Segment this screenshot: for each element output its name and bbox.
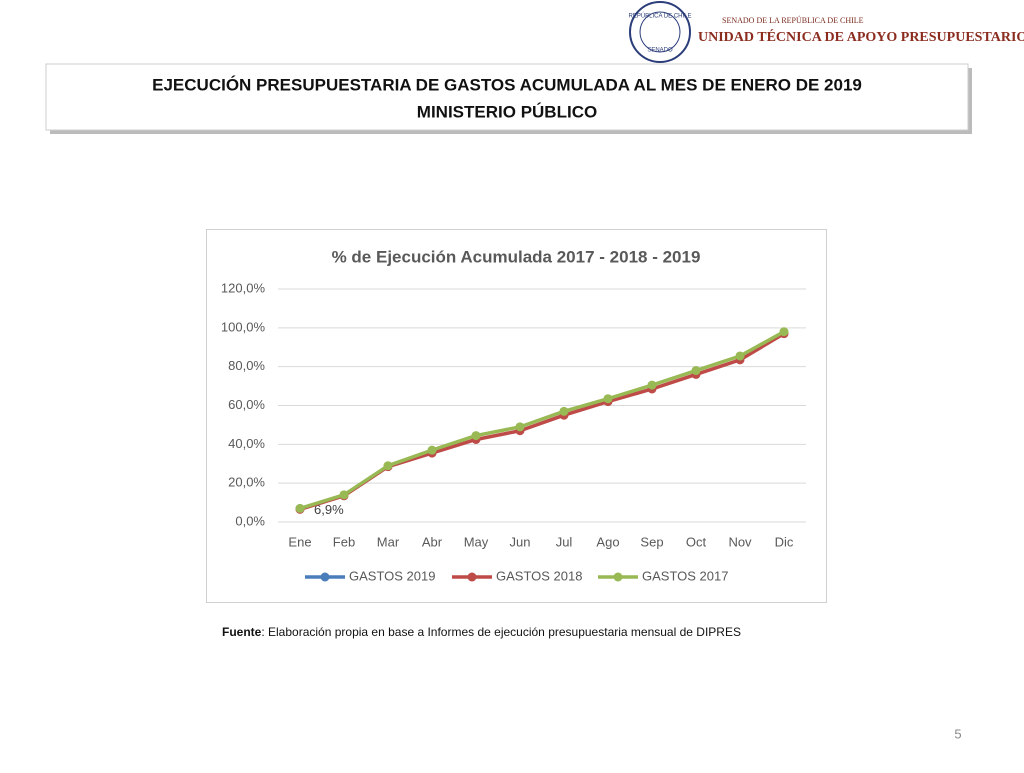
x-tick-label: May <box>464 534 489 549</box>
x-tick-label: Dic <box>775 534 794 549</box>
y-tick-label: 60,0% <box>228 397 265 412</box>
x-tick-label: Mar <box>377 534 400 549</box>
x-tick-label: Sep <box>640 534 663 549</box>
point <box>515 422 525 432</box>
source-text: : Elaboración propia en base a Informes … <box>261 625 741 639</box>
series-line <box>299 330 785 511</box>
x-tick-label: Jul <box>556 534 573 549</box>
chart-frame <box>206 229 827 603</box>
y-tick-label: 40,0% <box>228 436 265 451</box>
data-label: 6,9% <box>314 502 344 517</box>
point <box>339 490 349 500</box>
point <box>427 445 437 455</box>
point <box>559 406 569 416</box>
page-number: 5 <box>954 726 961 741</box>
y-tick-label: 120,0% <box>221 280 266 295</box>
legend-label: GASTOS 2019 <box>349 568 435 583</box>
seal-ring <box>629 1 691 63</box>
point <box>691 366 701 376</box>
legend-label: GASTOS 2017 <box>642 568 728 583</box>
x-tick-label: Ago <box>596 534 619 549</box>
legend-marker <box>467 572 477 582</box>
seal-text: SENADO <box>647 48 673 54</box>
y-tick-label: 20,0% <box>228 475 265 490</box>
legend-marker <box>320 572 330 582</box>
chart-title: % de Ejecución Acumulada 2017 - 2018 - 2… <box>332 247 701 266</box>
source-label: Fuente <box>222 625 262 639</box>
header-small: SENADO DE LA REPÚBLICA DE CHILE <box>722 15 864 25</box>
x-tick-label: Nov <box>728 534 752 549</box>
point <box>647 380 657 390</box>
point <box>735 351 745 361</box>
y-tick-label: 80,0% <box>228 358 265 373</box>
seal-inner <box>639 11 681 53</box>
x-tick-label: Jun <box>510 534 531 549</box>
header-unit: UNIDAD TÉCNICA DE APOYO PRESUPUESTARIO <box>698 28 1024 45</box>
y-tick-label: 0,0% <box>235 513 265 528</box>
point <box>295 503 305 513</box>
seal: REPÚBLICA DE CHILE SENADO <box>628 1 692 63</box>
point <box>779 327 789 337</box>
x-tick-label: Feb <box>333 534 355 549</box>
plot: 0,0% 20,0% 40,0% 60,0% 80,0% 100,0% 120,0% Ene F… <box>221 280 806 583</box>
point <box>603 394 613 404</box>
title-box <box>45 63 969 131</box>
x-tick-label: Abr <box>422 534 443 549</box>
slide-title: MINISTERIO PÚBLICO <box>417 102 597 121</box>
point <box>471 431 481 441</box>
x-tick-label: Oct <box>686 534 707 549</box>
seal-text: REPÚBLICA DE CHILE <box>628 13 691 20</box>
slide-title: EJECUCIÓN PRESUPUESTARIA DE GASTOS ACUMU… <box>152 75 862 94</box>
legend-marker <box>613 572 623 582</box>
legend-label: GASTOS 2018 <box>496 568 582 583</box>
y-tick-label: 100,0% <box>221 319 266 334</box>
x-tick-label: Ene <box>288 534 311 549</box>
point <box>383 461 393 471</box>
source-note: Fuente: Elaboración propia en base a Inf… <box>222 625 741 639</box>
